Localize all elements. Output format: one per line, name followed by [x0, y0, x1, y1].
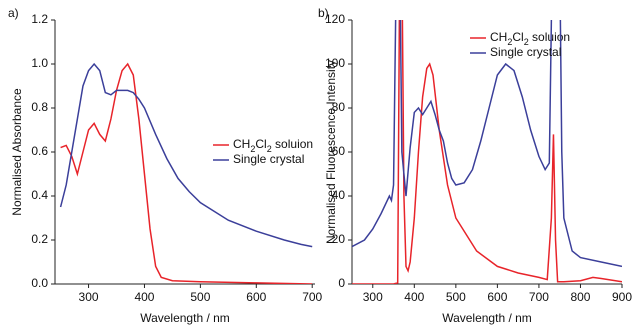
data-line — [59, 62, 313, 248]
y-tick-label: 0 — [338, 276, 345, 290]
y-tick-label: 100 — [325, 56, 345, 70]
data-line — [352, 20, 622, 284]
x-tick-label: 300 — [363, 290, 383, 304]
y-tick-label: 1.0 — [31, 56, 48, 70]
x-tick-label: 400 — [404, 290, 424, 304]
y-tick-label: 40 — [332, 188, 346, 202]
legend-label: CH2Cl2 soluion — [233, 137, 313, 154]
y-tick-label: 0.0 — [31, 276, 48, 290]
data-line — [60, 62, 313, 284]
y-tick-label: 0.2 — [31, 232, 48, 246]
x-tick-label: 500 — [190, 290, 210, 304]
x-tick-label: 600 — [487, 290, 507, 304]
x-tick-label: 800 — [570, 290, 590, 304]
y-tick-label: 60 — [332, 144, 346, 158]
legend-label: Single crystal — [490, 45, 561, 59]
x-tick-label: 300 — [79, 290, 99, 304]
y-tick-label: 1.2 — [31, 12, 48, 26]
x-tick-label: 600 — [246, 290, 266, 304]
y-tick-label: 80 — [332, 100, 346, 114]
legend-label: CH2Cl2 soluion — [490, 30, 570, 47]
y-tick-label: 0.6 — [31, 144, 48, 158]
y-axis-label: Normalised Absorbance — [10, 88, 24, 216]
x-axis-label: Wavelength / nm — [140, 311, 230, 325]
legend-label: Single crystal — [233, 152, 304, 166]
panel-label: a) — [8, 6, 19, 20]
panel-label: b) — [318, 6, 329, 20]
x-tick-label: 700 — [302, 290, 322, 304]
y-tick-label: 0.8 — [31, 100, 48, 114]
x-tick-label: 700 — [529, 290, 549, 304]
y-axis-label: Normalised Fluorescence Intensity — [324, 60, 338, 244]
y-tick-label: 20 — [332, 232, 346, 246]
y-tick-label: 120 — [325, 12, 345, 26]
data-line — [352, 20, 622, 268]
x-tick-label: 500 — [446, 290, 466, 304]
x-tick-label: 400 — [134, 290, 154, 304]
x-axis-label: Wavelength / nm — [442, 311, 532, 325]
x-tick-label: 900 — [612, 290, 632, 304]
y-tick-label: 0.4 — [31, 188, 48, 202]
